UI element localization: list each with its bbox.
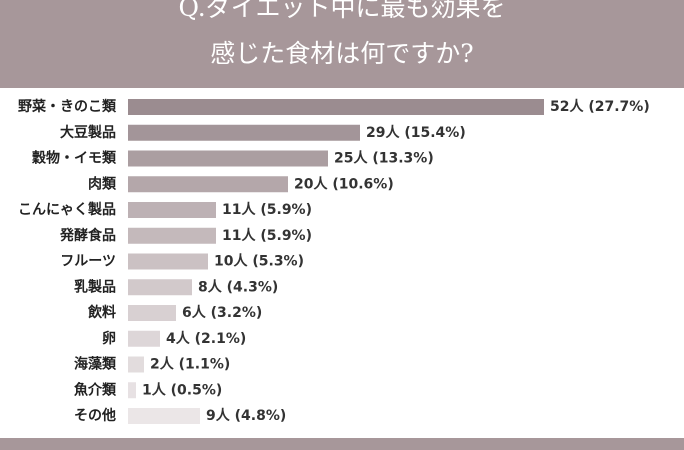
- footer-band: [0, 438, 684, 450]
- value-label: 9人 (4.8%): [206, 407, 286, 424]
- category-label: 卵: [102, 330, 116, 347]
- bar: [128, 356, 144, 373]
- category-label: 飲料: [87, 304, 116, 321]
- category-label: 魚介類: [74, 381, 117, 398]
- value-label: 10人 (5.3%): [214, 253, 304, 270]
- value-label: 29人 (15.4%): [366, 124, 466, 141]
- value-label: 2人 (1.1%): [150, 356, 230, 373]
- category-label: 穀物・イモ類: [32, 150, 117, 167]
- bar: [128, 253, 208, 270]
- value-label: 8人 (4.3%): [198, 278, 278, 295]
- category-label: 野菜・きのこ類: [18, 98, 117, 115]
- category-label: 海藻類: [74, 356, 117, 373]
- value-label: 25人 (13.3%): [334, 150, 434, 167]
- category-label: フルーツ: [60, 254, 116, 270]
- value-label: 1人 (0.5%): [142, 381, 222, 398]
- bar: [128, 124, 360, 141]
- value-label: 6人 (3.2%): [182, 304, 262, 321]
- chart-title: 感じた食材は何ですか?: [210, 39, 473, 68]
- category-label: その他: [74, 407, 116, 424]
- category-label: 発酵食品: [59, 227, 116, 244]
- value-label: 52人 (27.7%): [550, 98, 650, 115]
- bar: [128, 227, 216, 244]
- bar: [128, 279, 192, 296]
- category-label: こんにゃく製品: [18, 201, 116, 218]
- category-label: 乳製品: [74, 278, 116, 295]
- category-label: 大豆製品: [60, 124, 116, 141]
- header-band: [0, 0, 684, 88]
- value-label: 4人 (2.1%): [166, 330, 246, 347]
- value-label: 11人 (5.9%): [222, 201, 312, 218]
- value-label: 11人 (5.9%): [222, 227, 312, 244]
- bar: [128, 150, 328, 167]
- category-label: 肉類: [88, 175, 117, 192]
- bar: [128, 408, 200, 424]
- bar: [128, 176, 288, 193]
- bar: [128, 305, 176, 321]
- value-label: 20人 (10.6%): [294, 175, 394, 192]
- bar: [128, 99, 544, 115]
- bar: [128, 330, 160, 347]
- bar: [128, 202, 216, 218]
- chart-title: Q.ダイエット中に最も効果を: [179, 0, 506, 22]
- bar: [128, 382, 136, 399]
